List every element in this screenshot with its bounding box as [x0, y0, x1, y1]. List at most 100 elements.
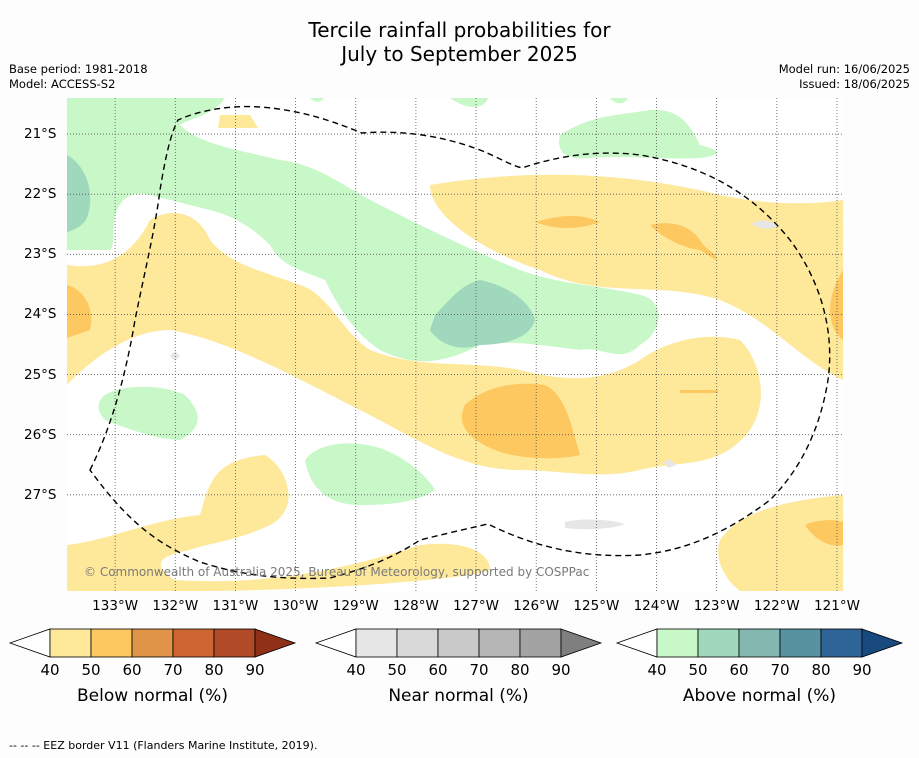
latitude-label: 22°S: [24, 186, 57, 203]
above-normal-region: [98, 386, 198, 440]
colorbar-tick: 90: [551, 661, 571, 679]
colorbar-tick: 60: [428, 661, 448, 679]
longitude-label: 130°W: [272, 598, 319, 614]
colorbar-segment: [90, 628, 133, 658]
meta-right: Model run: 16/06/2025 Issued: 18/06/2025: [779, 62, 910, 92]
colorbar-segment: [355, 628, 398, 658]
colorbar-under-triangle: [8, 628, 51, 658]
eez-border: [89, 105, 831, 580]
colorbar-tick: 70: [163, 661, 183, 679]
above-normal-50-region: [430, 280, 535, 348]
colorbar-segment: [49, 628, 92, 658]
colorbar-under-triangle: [615, 628, 658, 658]
colorbar-over-triangle: [560, 628, 603, 658]
base-period: Base period: 1981-2018: [9, 62, 148, 76]
colorbar-title: Above normal (%): [682, 686, 837, 706]
longitude-label: 121°W: [814, 598, 860, 614]
colorbar: [615, 628, 904, 658]
longitude-label: 131°W: [212, 598, 259, 614]
above-normal-region: [305, 443, 435, 505]
longitude-label: 128°W: [392, 598, 439, 614]
colorbar-segment: [437, 628, 480, 658]
colorbar-title: Near normal (%): [388, 686, 529, 706]
above-normal-region: [450, 98, 488, 108]
below-normal-50-region: [535, 215, 600, 228]
longitude-label: 124°W: [633, 598, 680, 614]
colorbar-over-triangle: [861, 628, 904, 658]
colorbar-tick: 80: [510, 661, 530, 679]
latitude-label: 21°S: [24, 126, 57, 143]
chart-title: Tercile rainfall probabilities for July …: [0, 18, 919, 66]
title-line-1: Tercile rainfall probabilities for: [308, 18, 611, 42]
latitude-label: 26°S: [24, 426, 57, 443]
colorbar-tick: 70: [770, 661, 790, 679]
copyright-notice: © Commonwealth of Australia 2025, Bureau…: [84, 565, 590, 579]
model-run: Model run: 16/06/2025: [778, 62, 910, 76]
issued-date: Issued: 18/06/2025: [799, 77, 910, 91]
below-normal-50-region: [461, 383, 580, 459]
map-fill: [67, 98, 843, 591]
colorbar-segment: [820, 628, 863, 658]
colorbar-segment: [396, 628, 439, 658]
colorbar-tick: 40: [647, 661, 667, 679]
near-normal-region: [565, 519, 625, 530]
colorbar-under-triangle: [314, 628, 357, 658]
colorbar-segment: [779, 628, 822, 658]
colorbars: [8, 628, 904, 658]
longitude-label: 133°W: [92, 598, 139, 614]
colorbar-tick: 90: [852, 661, 872, 679]
longitude-label: 132°W: [152, 598, 199, 614]
colorbar-tick: 50: [688, 661, 708, 679]
above-normal-region: [310, 98, 324, 102]
colorbar: [8, 628, 297, 658]
below-normal-region: [67, 212, 761, 475]
latitude-label: 23°S: [24, 246, 57, 263]
latitude-label: 24°S: [24, 306, 57, 323]
colorbar-title: Below normal (%): [77, 686, 228, 706]
below-normal-50-region: [830, 270, 843, 340]
colorbar-segment: [738, 628, 781, 658]
colorbar-segment: [656, 628, 699, 658]
longitude-label: 125°W: [573, 598, 620, 614]
below-normal-50-region: [680, 390, 718, 393]
colorbar-segment: [131, 628, 174, 658]
below-normal-50-region: [67, 285, 92, 338]
below-normal-50-region: [650, 223, 717, 260]
colorbar-tick: 50: [81, 661, 101, 679]
colorbar-tick: 40: [40, 661, 60, 679]
colorbar-segment: [213, 628, 256, 658]
colorbar-tick: 90: [245, 661, 265, 679]
above-normal-region: [610, 98, 628, 104]
longitude-label: 122°W: [753, 598, 800, 614]
colorbar-segment: [172, 628, 215, 658]
longitude-label: 127°W: [453, 598, 499, 614]
colorbar-tick: 80: [204, 661, 224, 679]
longitude-label: 123°W: [693, 598, 740, 614]
colorbar: [314, 628, 603, 658]
colorbar-tick: 60: [122, 661, 142, 679]
latitude-label: 27°S: [24, 486, 57, 503]
legend-footnote: -- -- -- EEZ border V11 (Flanders Marine…: [9, 739, 318, 752]
near-normal-region: [663, 459, 676, 468]
colorbar-tick: 60: [729, 661, 749, 679]
below-normal-region: [718, 495, 843, 591]
colorbar-tick: 50: [387, 661, 407, 679]
below-normal-region: [430, 174, 843, 380]
meta-left: Base period: 1981-2018 Model: ACCESS-S2: [9, 62, 148, 92]
longitude-label: 129°W: [332, 598, 379, 614]
latitude-label: 25°S: [24, 366, 57, 383]
colorbar-over-triangle: [254, 628, 297, 658]
below-normal-region: [67, 455, 490, 591]
longitude-label: 126°W: [513, 598, 560, 614]
model-name: Model: ACCESS-S2: [9, 77, 116, 91]
title-line-2: July to September 2025: [341, 42, 578, 66]
colorbar-segment: [478, 628, 521, 658]
below-normal-50-region: [805, 520, 843, 546]
colorbar-segment: [519, 628, 562, 658]
colorbar-tick: 70: [469, 661, 489, 679]
above-normal-50-region: [67, 155, 91, 232]
colorbar-tick: 40: [346, 661, 366, 679]
gridlines: [67, 98, 843, 591]
below-normal-region: [218, 115, 258, 128]
